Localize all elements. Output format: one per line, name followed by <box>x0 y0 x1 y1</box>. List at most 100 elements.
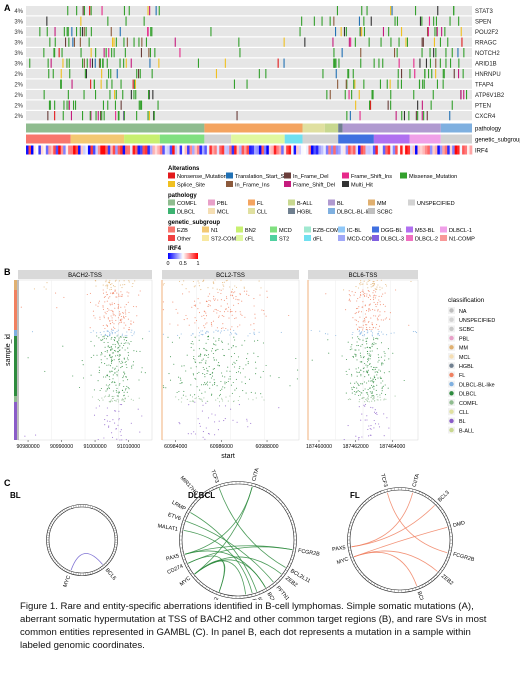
irf4-cell <box>196 145 200 155</box>
mutation-point <box>361 436 363 438</box>
subgroup-segment <box>26 134 71 144</box>
legend-swatch <box>168 226 175 233</box>
mutation-point <box>219 389 221 392</box>
mutation-point <box>247 363 249 365</box>
mutation-point <box>188 324 190 326</box>
mutation-point <box>224 418 226 420</box>
mutation-point <box>118 392 120 394</box>
onco-alteration <box>435 69 437 79</box>
ideogram-band <box>355 566 358 568</box>
onco-alteration <box>95 90 97 100</box>
mutation-point <box>115 296 117 298</box>
onco-alteration <box>115 37 117 47</box>
mutation-point <box>111 432 113 434</box>
legend-key-dot <box>449 400 454 405</box>
mutation-point <box>110 284 112 286</box>
mutation-point <box>182 394 184 396</box>
mutation-point <box>247 361 249 363</box>
irf4-cell <box>192 145 195 155</box>
sv-link <box>194 486 253 575</box>
onco-alteration <box>370 16 372 26</box>
irf4-cell <box>345 145 349 155</box>
onco-alteration <box>337 79 339 89</box>
onco-alteration <box>109 90 111 100</box>
mutation-point <box>123 357 125 359</box>
mutation-point <box>27 357 29 359</box>
mutation-point <box>361 332 363 334</box>
mutation-point <box>368 310 370 312</box>
mutation-point <box>368 308 370 310</box>
ideogram-band <box>223 594 225 597</box>
onco-alteration <box>113 48 115 58</box>
mutation-point <box>125 439 127 441</box>
onco-alteration <box>138 100 140 110</box>
mutation-point <box>224 383 226 385</box>
mutation-point <box>354 319 356 321</box>
mutation-point <box>373 290 375 292</box>
mutation-point <box>335 334 337 337</box>
ideogram-band <box>355 512 358 514</box>
mutation-point <box>169 379 172 381</box>
mutation-point <box>360 373 362 375</box>
onco-row <box>26 16 472 26</box>
ideogram-band <box>287 566 290 568</box>
mutation-point <box>360 356 362 358</box>
ideogram-band <box>114 546 117 548</box>
irf4-cell <box>241 145 245 155</box>
mutation-point <box>377 328 379 330</box>
mutation-point <box>223 315 225 317</box>
onco-alteration <box>69 69 71 79</box>
circos-gene-label: MYC <box>62 575 72 588</box>
mutation-point <box>203 348 205 350</box>
ideogram-band <box>290 519 294 521</box>
mutation-point <box>376 337 378 339</box>
irf4-cell <box>112 145 116 155</box>
ideogram-band <box>448 525 451 527</box>
mutation-point <box>373 381 375 383</box>
mutation-point <box>198 355 200 357</box>
mutation-point <box>194 394 196 396</box>
onco-alteration <box>138 69 140 79</box>
mutation-point <box>376 348 378 350</box>
mutation-point <box>125 340 128 342</box>
ideogram-band <box>255 484 257 487</box>
mutation-point <box>374 368 377 370</box>
circos-gene-label: BCL6 <box>266 592 278 600</box>
onco-alteration <box>152 90 154 100</box>
onco-alteration <box>215 69 217 79</box>
onco-alteration <box>125 16 127 26</box>
mutation-point <box>126 385 128 387</box>
mutation-point <box>111 382 113 384</box>
mutation-point <box>237 299 239 301</box>
onco-alteration <box>83 58 85 68</box>
mutation-point <box>368 425 370 427</box>
mutation-point <box>198 327 200 329</box>
onco-alteration <box>333 48 335 58</box>
mutation-point <box>228 317 230 319</box>
mutation-point <box>357 336 359 338</box>
sv-link <box>351 492 414 548</box>
ideogram-band <box>448 550 452 552</box>
mutation-point <box>355 308 358 310</box>
mutation-point <box>214 421 216 423</box>
mutation-point <box>99 389 101 392</box>
onco-alteration <box>46 27 48 37</box>
mutation-point <box>246 418 248 420</box>
mutation-point <box>117 401 119 403</box>
mutation-point <box>100 359 102 361</box>
onco-alteration <box>91 58 93 68</box>
ideogram-band <box>182 559 186 561</box>
irf4-cell <box>447 145 450 155</box>
mutation-point <box>82 377 85 379</box>
onco-alteration <box>358 90 360 100</box>
mutation-point <box>357 298 359 300</box>
onco-alteration <box>83 27 85 37</box>
mutation-point <box>351 333 353 336</box>
legend-label: dFL <box>313 237 323 243</box>
mutation-point <box>226 303 228 305</box>
mutation-point <box>104 296 106 298</box>
mutation-point <box>265 364 267 367</box>
mutation-point <box>105 324 107 326</box>
mutation-point <box>381 390 383 392</box>
onco-alteration <box>122 90 124 100</box>
